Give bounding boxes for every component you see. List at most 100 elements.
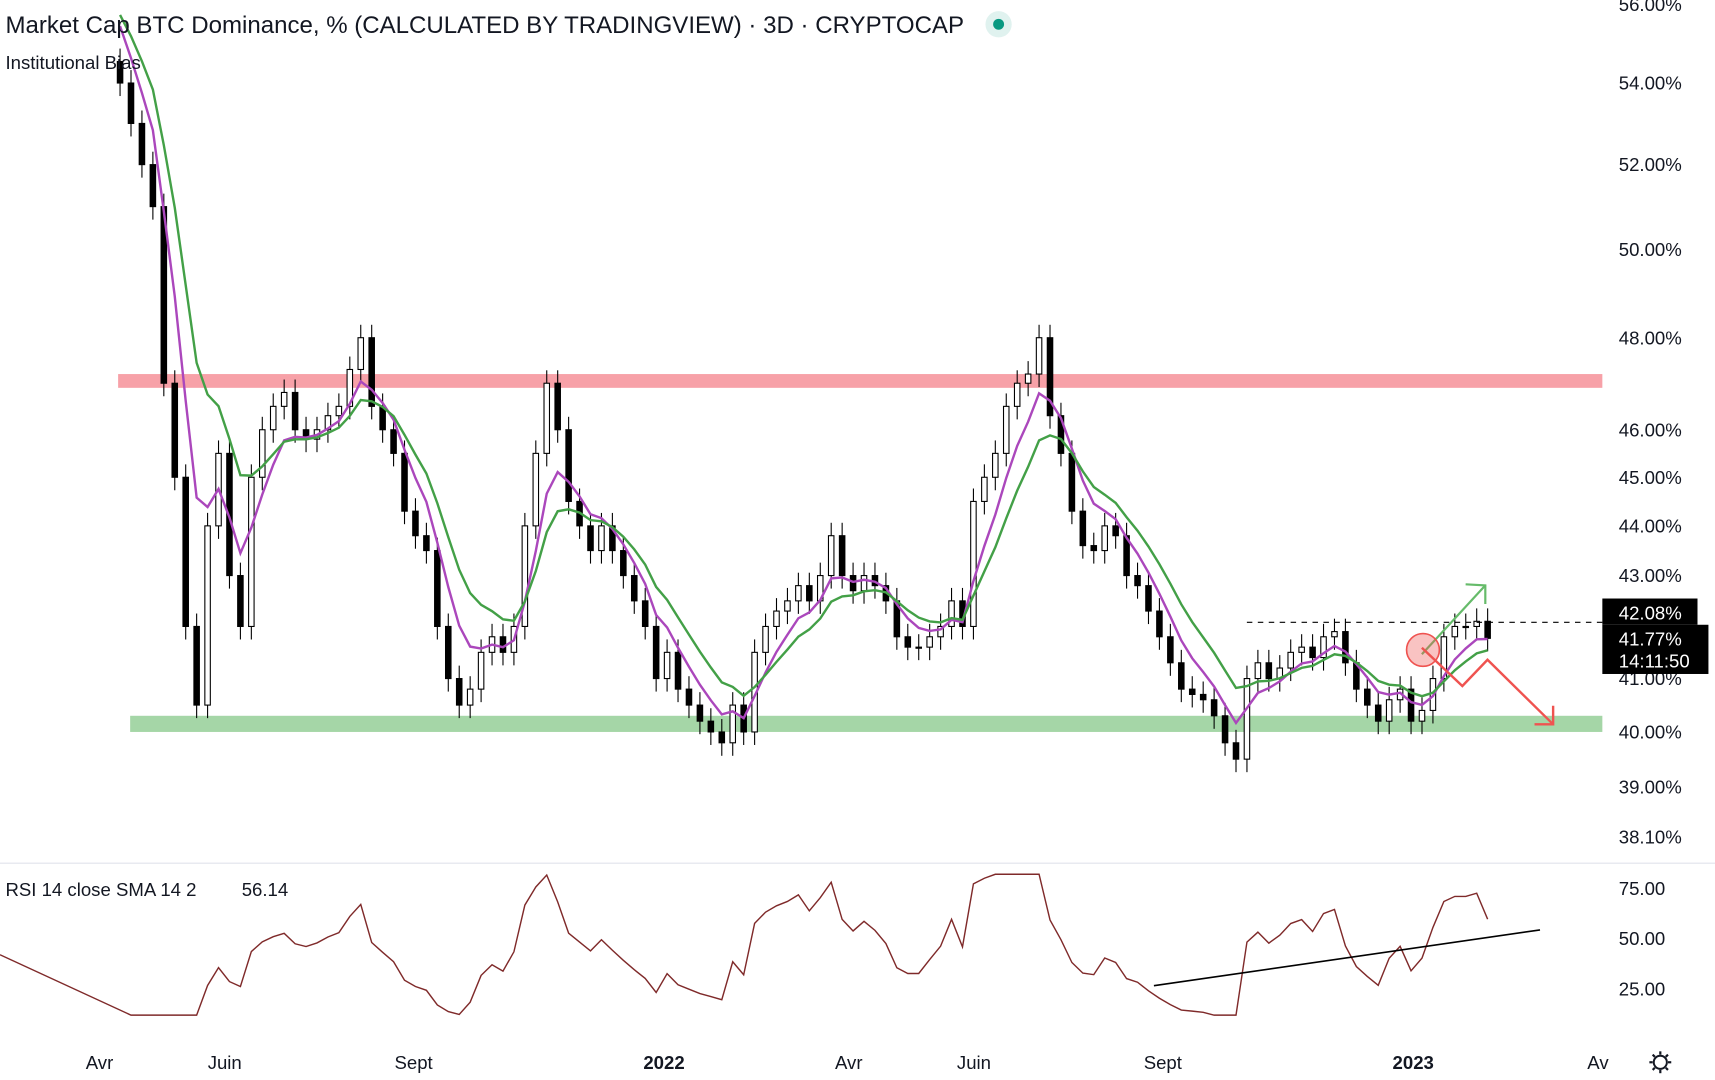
candle: [1418, 709, 1426, 722]
candle: [915, 646, 923, 649]
support-zone: [130, 715, 1603, 732]
candle: [1320, 636, 1327, 659]
price-tick-label: 52.00%: [1619, 154, 1682, 175]
candle: [1013, 382, 1021, 407]
candle: [1156, 610, 1163, 638]
candle: [237, 575, 244, 627]
candle: [554, 382, 561, 431]
candle: [1221, 715, 1229, 744]
candle: [762, 625, 769, 653]
candle: [1243, 678, 1251, 760]
candle: [1254, 662, 1262, 680]
candle: [1057, 415, 1065, 454]
time-tick-label: Avr: [835, 1052, 863, 1073]
candle: [204, 525, 211, 706]
price-tick-label: 56.00%: [1619, 0, 1682, 15]
candle: [280, 391, 288, 407]
candle: [806, 585, 813, 602]
rsi-pane: 75.00 50.00 25.00: [0, 873, 1666, 1016]
time-tick-label: Sept: [1144, 1052, 1183, 1073]
time-tick-label: Avr: [86, 1052, 114, 1073]
candle: [838, 535, 846, 577]
candle: [466, 688, 474, 706]
candle: [401, 452, 408, 512]
candle: [587, 525, 594, 552]
candle: [718, 731, 726, 744]
candle: [849, 575, 857, 592]
candle: [248, 476, 255, 627]
candle: [1385, 699, 1393, 722]
time-tick-label: 2023: [1393, 1052, 1434, 1073]
price-tag-high: [1602, 598, 1698, 625]
candle: [335, 405, 343, 417]
candle: [444, 625, 452, 680]
fast-ma-line: [118, 25, 1488, 726]
rsi-label[interactable]: RSI 14 close SMA 14 2: [5, 879, 196, 900]
candle: [390, 429, 397, 454]
market-status-dot: [993, 18, 1005, 30]
time-tick-label: Sept: [394, 1052, 433, 1073]
candle: [707, 720, 715, 733]
candle: [412, 510, 419, 537]
candle: [1364, 688, 1371, 706]
indicator-label[interactable]: Institutional Bias: [5, 52, 140, 73]
price-tick-label: 38.10%: [1619, 827, 1682, 848]
candle: [357, 337, 365, 371]
candle: [1265, 662, 1273, 680]
candle: [696, 704, 704, 722]
candle: [1298, 646, 1305, 653]
price-tag-high-label: 42.08%: [1619, 602, 1682, 623]
slow-ma-line: [118, 14, 1488, 698]
candle: [127, 82, 135, 124]
candle: [269, 405, 277, 431]
candle: [795, 585, 802, 602]
candle: [1068, 452, 1076, 512]
candle: [773, 610, 780, 627]
candle: [1473, 620, 1480, 627]
time-tick-label: Juin: [208, 1052, 242, 1073]
candle: [477, 651, 485, 690]
candle: [1079, 510, 1087, 547]
highlight-circle: [1405, 632, 1441, 668]
rsi-tick-label: 50.00: [1619, 928, 1666, 949]
countdown-label: 14:11:50: [1619, 650, 1690, 671]
candle: [1287, 651, 1294, 669]
candle: [860, 575, 868, 592]
time-tick-label: Juin: [957, 1052, 991, 1073]
price-axis[interactable]: 56.00% 54.00% 52.00% 50.00% 48.00% 46.00% 45.0…: [1602, 0, 1709, 848]
candle: [1145, 585, 1152, 612]
zones-layer: [118, 374, 1603, 732]
candle: [1199, 693, 1207, 701]
rsi-tick-label: 75.00: [1619, 878, 1666, 899]
candle: [423, 535, 430, 552]
candle: [1462, 625, 1470, 629]
candle: [1101, 525, 1108, 552]
up-arrow-line: [1421, 584, 1487, 656]
settings-gear-icon[interactable]: [1649, 1051, 1672, 1074]
candle: [1374, 704, 1382, 722]
candle: [1112, 525, 1119, 537]
candle: [1178, 662, 1185, 690]
price-tick-label: 46.00%: [1619, 419, 1682, 440]
candle: [182, 476, 189, 627]
candle: [1024, 373, 1032, 384]
time-axis[interactable]: Avr Juin Sept 2022 Avr Juin Sept 2023 Av: [86, 1052, 1610, 1073]
price-tick-label: 44.00%: [1619, 515, 1682, 536]
candle: [652, 625, 660, 680]
candle: [1309, 646, 1316, 659]
candle: [193, 625, 200, 706]
candle: [455, 678, 463, 706]
price-tick-label: 40.00%: [1619, 722, 1682, 743]
candle: [565, 429, 572, 502]
candle: [1167, 636, 1174, 664]
price-tick-label: 39.00%: [1619, 776, 1682, 797]
resistance-zone: [118, 374, 1603, 388]
time-tick-label: 2022: [643, 1052, 684, 1073]
candle: [138, 122, 146, 166]
drawings-layer: [1246, 583, 1603, 726]
candle: [259, 429, 266, 478]
candle: [630, 575, 638, 602]
rsi-line: [0, 873, 1489, 1016]
candle: [1035, 337, 1043, 375]
